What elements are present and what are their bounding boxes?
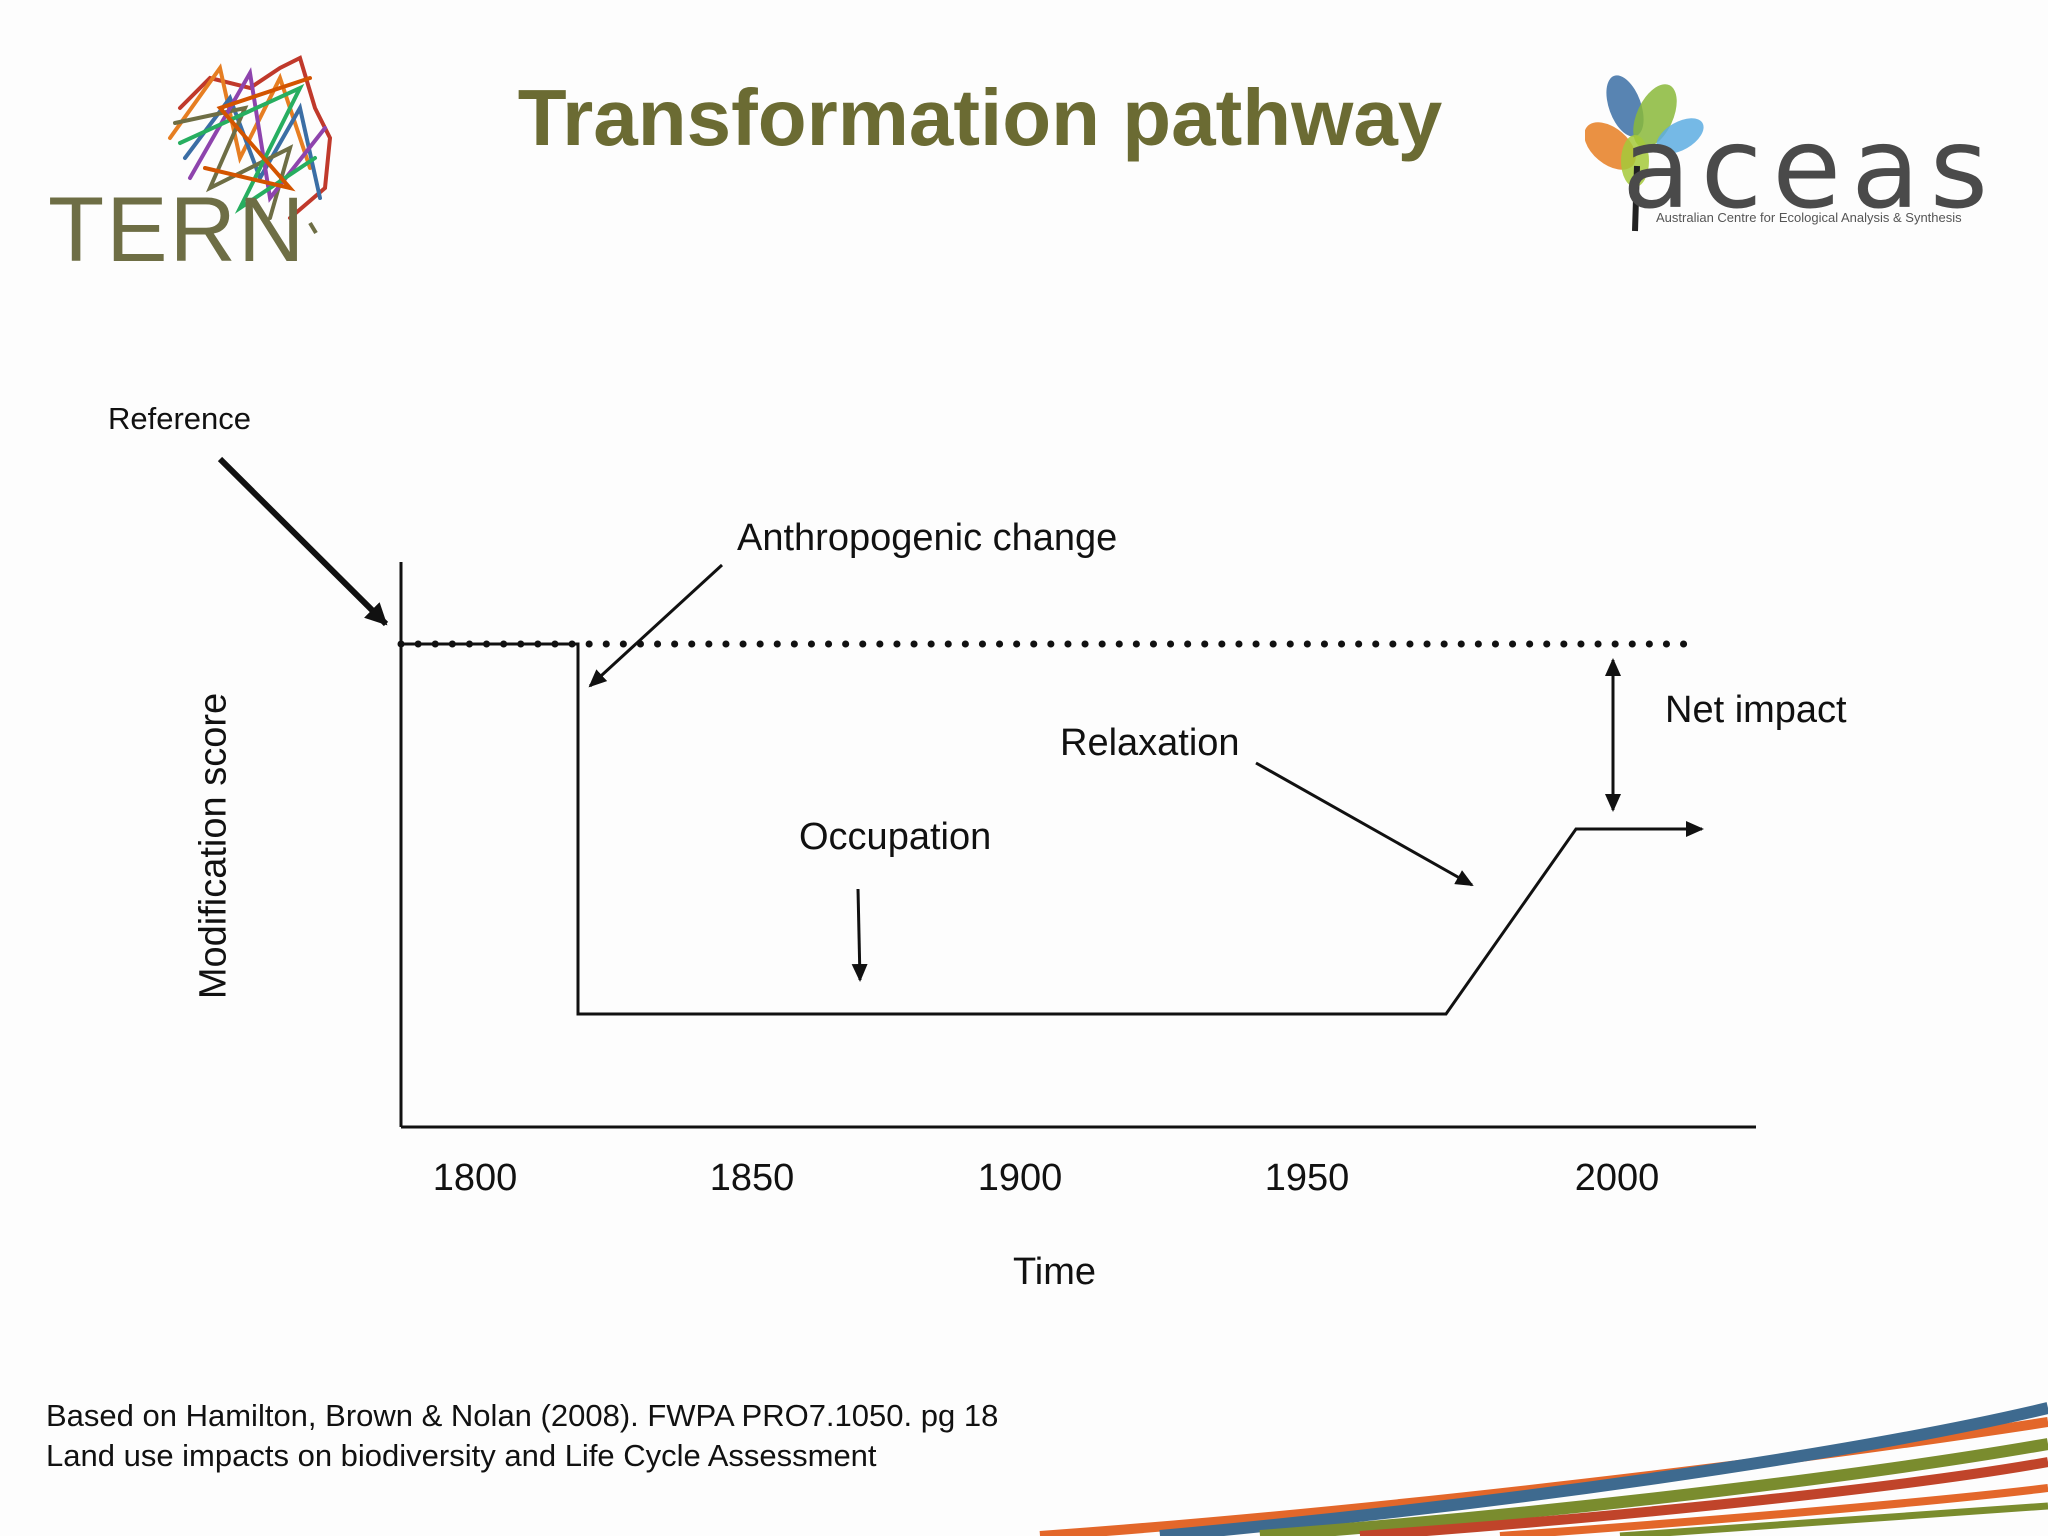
x-tick-label: 1800 bbox=[432, 1157, 518, 1199]
x-axis-label: Time bbox=[1013, 1251, 1097, 1293]
x-tick-label: 2000 bbox=[1574, 1157, 1660, 1199]
x-tick-label: 1900 bbox=[977, 1157, 1063, 1199]
anthropogenic-change-label: Anthropogenic change bbox=[737, 517, 1118, 559]
tern-logo-text: TERN bbox=[48, 179, 307, 281]
citation-line-1: Based on Hamilton, Brown & Nolan (2008).… bbox=[46, 1398, 999, 1433]
relaxation-arrow bbox=[1255, 761, 1474, 887]
anthropogenic-change-arrow bbox=[588, 563, 724, 688]
occupation-arrow bbox=[851, 888, 868, 982]
aceas-logo-text: aceas bbox=[1622, 104, 1999, 234]
reference-label: Reference bbox=[108, 401, 252, 436]
x-tick-label: 1950 bbox=[1264, 1157, 1350, 1199]
tern-logo bbox=[168, 55, 333, 235]
x-tick-label: 1850 bbox=[709, 1157, 795, 1199]
relaxation-label: Relaxation bbox=[1060, 722, 1240, 764]
aceas-logo-subtitle: Australian Centre for Ecological Analysi… bbox=[1656, 210, 1962, 225]
occupation-label: Occupation bbox=[799, 816, 992, 858]
reference-arrow bbox=[217, 456, 389, 627]
slide-title: Transformation pathway bbox=[517, 73, 1443, 162]
net-impact-label: Net impact bbox=[1665, 689, 1847, 731]
decorative-stripes bbox=[1039, 1402, 2048, 1536]
aceas-leaf-icon bbox=[1585, 75, 1704, 232]
y-axis-label: Modification score bbox=[192, 692, 235, 1000]
pathway-line bbox=[401, 642, 1700, 1016]
citation-line-2: Land use impacts on biodiversity and Lif… bbox=[46, 1438, 877, 1473]
